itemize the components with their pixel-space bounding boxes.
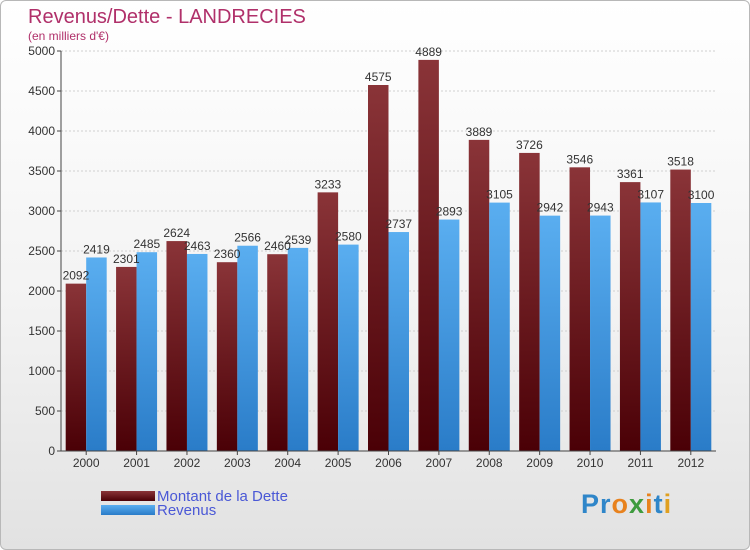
data-label-revenus: 2942	[537, 201, 564, 215]
bar-dette	[418, 59, 439, 451]
bar-revenus	[86, 257, 107, 451]
bar-revenus	[690, 203, 712, 451]
bar-dette	[116, 266, 137, 451]
data-label-revenus: 3105	[486, 188, 513, 202]
bar-revenus	[539, 215, 561, 451]
logo-letter: r	[600, 489, 612, 519]
data-label-dette: 4575	[365, 70, 392, 84]
bar-dette	[267, 254, 288, 451]
x-tick-label: 2001	[123, 456, 150, 470]
x-tick-label: 2002	[174, 456, 201, 470]
data-label-revenus: 2893	[436, 205, 463, 219]
y-tick-label: 2500	[28, 244, 55, 258]
data-label-revenus: 2580	[335, 230, 362, 244]
data-label-dette: 3889	[466, 125, 493, 139]
x-tick-label: 2004	[274, 456, 301, 470]
y-tick-label: 5000	[28, 44, 55, 58]
bar-dette	[519, 152, 540, 452]
logo-letter: x	[629, 489, 646, 519]
bar-dette	[468, 139, 490, 451]
bar-revenus	[186, 253, 208, 451]
y-tick-label: 0	[48, 444, 55, 458]
logo-letter: o	[611, 489, 630, 519]
legend-item-revenus: Revenus	[101, 501, 217, 519]
y-tick-label: 2000	[28, 284, 55, 298]
bar-revenus	[489, 202, 510, 451]
y-tick-label: 4500	[28, 84, 55, 98]
bar-dette	[65, 283, 87, 451]
data-label-dette: 2460	[264, 239, 291, 253]
x-tick-label: 2003	[224, 456, 251, 470]
legend-swatch-dette	[101, 491, 155, 501]
bar-dette	[569, 167, 591, 451]
data-label-revenus: 2539	[285, 233, 312, 247]
legend-label-dette: Montant de la Dette	[157, 487, 288, 505]
data-label-dette: 2624	[163, 226, 190, 240]
bar-dette	[216, 262, 238, 451]
bar-dette	[368, 85, 389, 451]
legend-label-revenus: Revenus	[157, 501, 217, 519]
chart-title: Revenus/Dette - LANDRECIES	[28, 6, 306, 28]
x-tick-label: 2005	[325, 456, 352, 470]
x-tick-label: 2011	[628, 456, 654, 470]
chart-subtitle: (en milliers d'€)	[28, 29, 109, 43]
logo-letter: P	[581, 489, 601, 519]
y-tick-label: 4000	[28, 124, 55, 138]
data-label-revenus: 3107	[637, 187, 664, 201]
y-tick-label: 500	[35, 404, 55, 418]
data-label-revenus: 2737	[385, 217, 412, 231]
x-tick-label: 2007	[426, 456, 453, 470]
bar-dette	[619, 182, 641, 451]
x-tick-label: 2012	[677, 456, 704, 470]
data-label-revenus: 2419	[83, 242, 110, 256]
bar-revenus	[388, 232, 409, 451]
data-label-dette: 2092	[63, 269, 90, 283]
bar-dette	[166, 241, 187, 451]
y-tick-label: 1500	[28, 324, 55, 338]
bar-dette	[317, 192, 339, 452]
data-label-revenus: 2943	[587, 201, 614, 215]
x-tick-label: 2010	[577, 456, 604, 470]
bar-revenus	[338, 244, 359, 451]
bar-revenus	[287, 247, 309, 451]
data-label-dette: 2301	[113, 252, 140, 266]
y-tick-label: 3500	[28, 164, 55, 178]
bar-revenus	[237, 245, 258, 451]
data-label-dette: 3726	[516, 138, 543, 152]
data-label-dette: 3546	[566, 152, 593, 166]
bar-revenus	[590, 215, 611, 451]
bar-revenus	[438, 219, 460, 451]
x-tick-label: 2009	[526, 456, 553, 470]
legend-swatch-revenus	[101, 505, 155, 515]
data-label-revenus: 2485	[133, 237, 160, 251]
data-label-dette: 3233	[315, 177, 342, 191]
x-tick-label: 2006	[375, 456, 402, 470]
data-label-revenus: 2566	[234, 231, 261, 245]
data-label-revenus: 3100	[688, 188, 715, 202]
proxiti-logo: Proxiti	[581, 489, 672, 520]
x-tick-label: 2008	[476, 456, 503, 470]
data-label-dette: 3518	[667, 155, 694, 169]
y-tick-label: 3000	[28, 204, 55, 218]
logo-letter: t	[653, 489, 664, 519]
bar-layer	[65, 59, 712, 452]
legend-item-dette: Montant de la Dette	[101, 487, 288, 505]
data-label-dette: 3361	[617, 167, 644, 181]
data-label-revenus: 2463	[184, 239, 211, 253]
x-tick-label: 2000	[73, 456, 100, 470]
bar-revenus	[136, 252, 158, 451]
data-label-dette: 4889	[415, 45, 442, 59]
logo-letter: i	[645, 489, 654, 519]
bar-dette	[670, 169, 691, 451]
y-tick-label: 1000	[28, 364, 55, 378]
logo-letter: i	[663, 489, 673, 519]
bar-revenus	[640, 202, 661, 451]
data-label-dette: 2360	[214, 247, 241, 261]
axis-layer: 0 500 1000 1500 2000 2500 3000 3500 4000 4500 5000…	[28, 44, 716, 470]
